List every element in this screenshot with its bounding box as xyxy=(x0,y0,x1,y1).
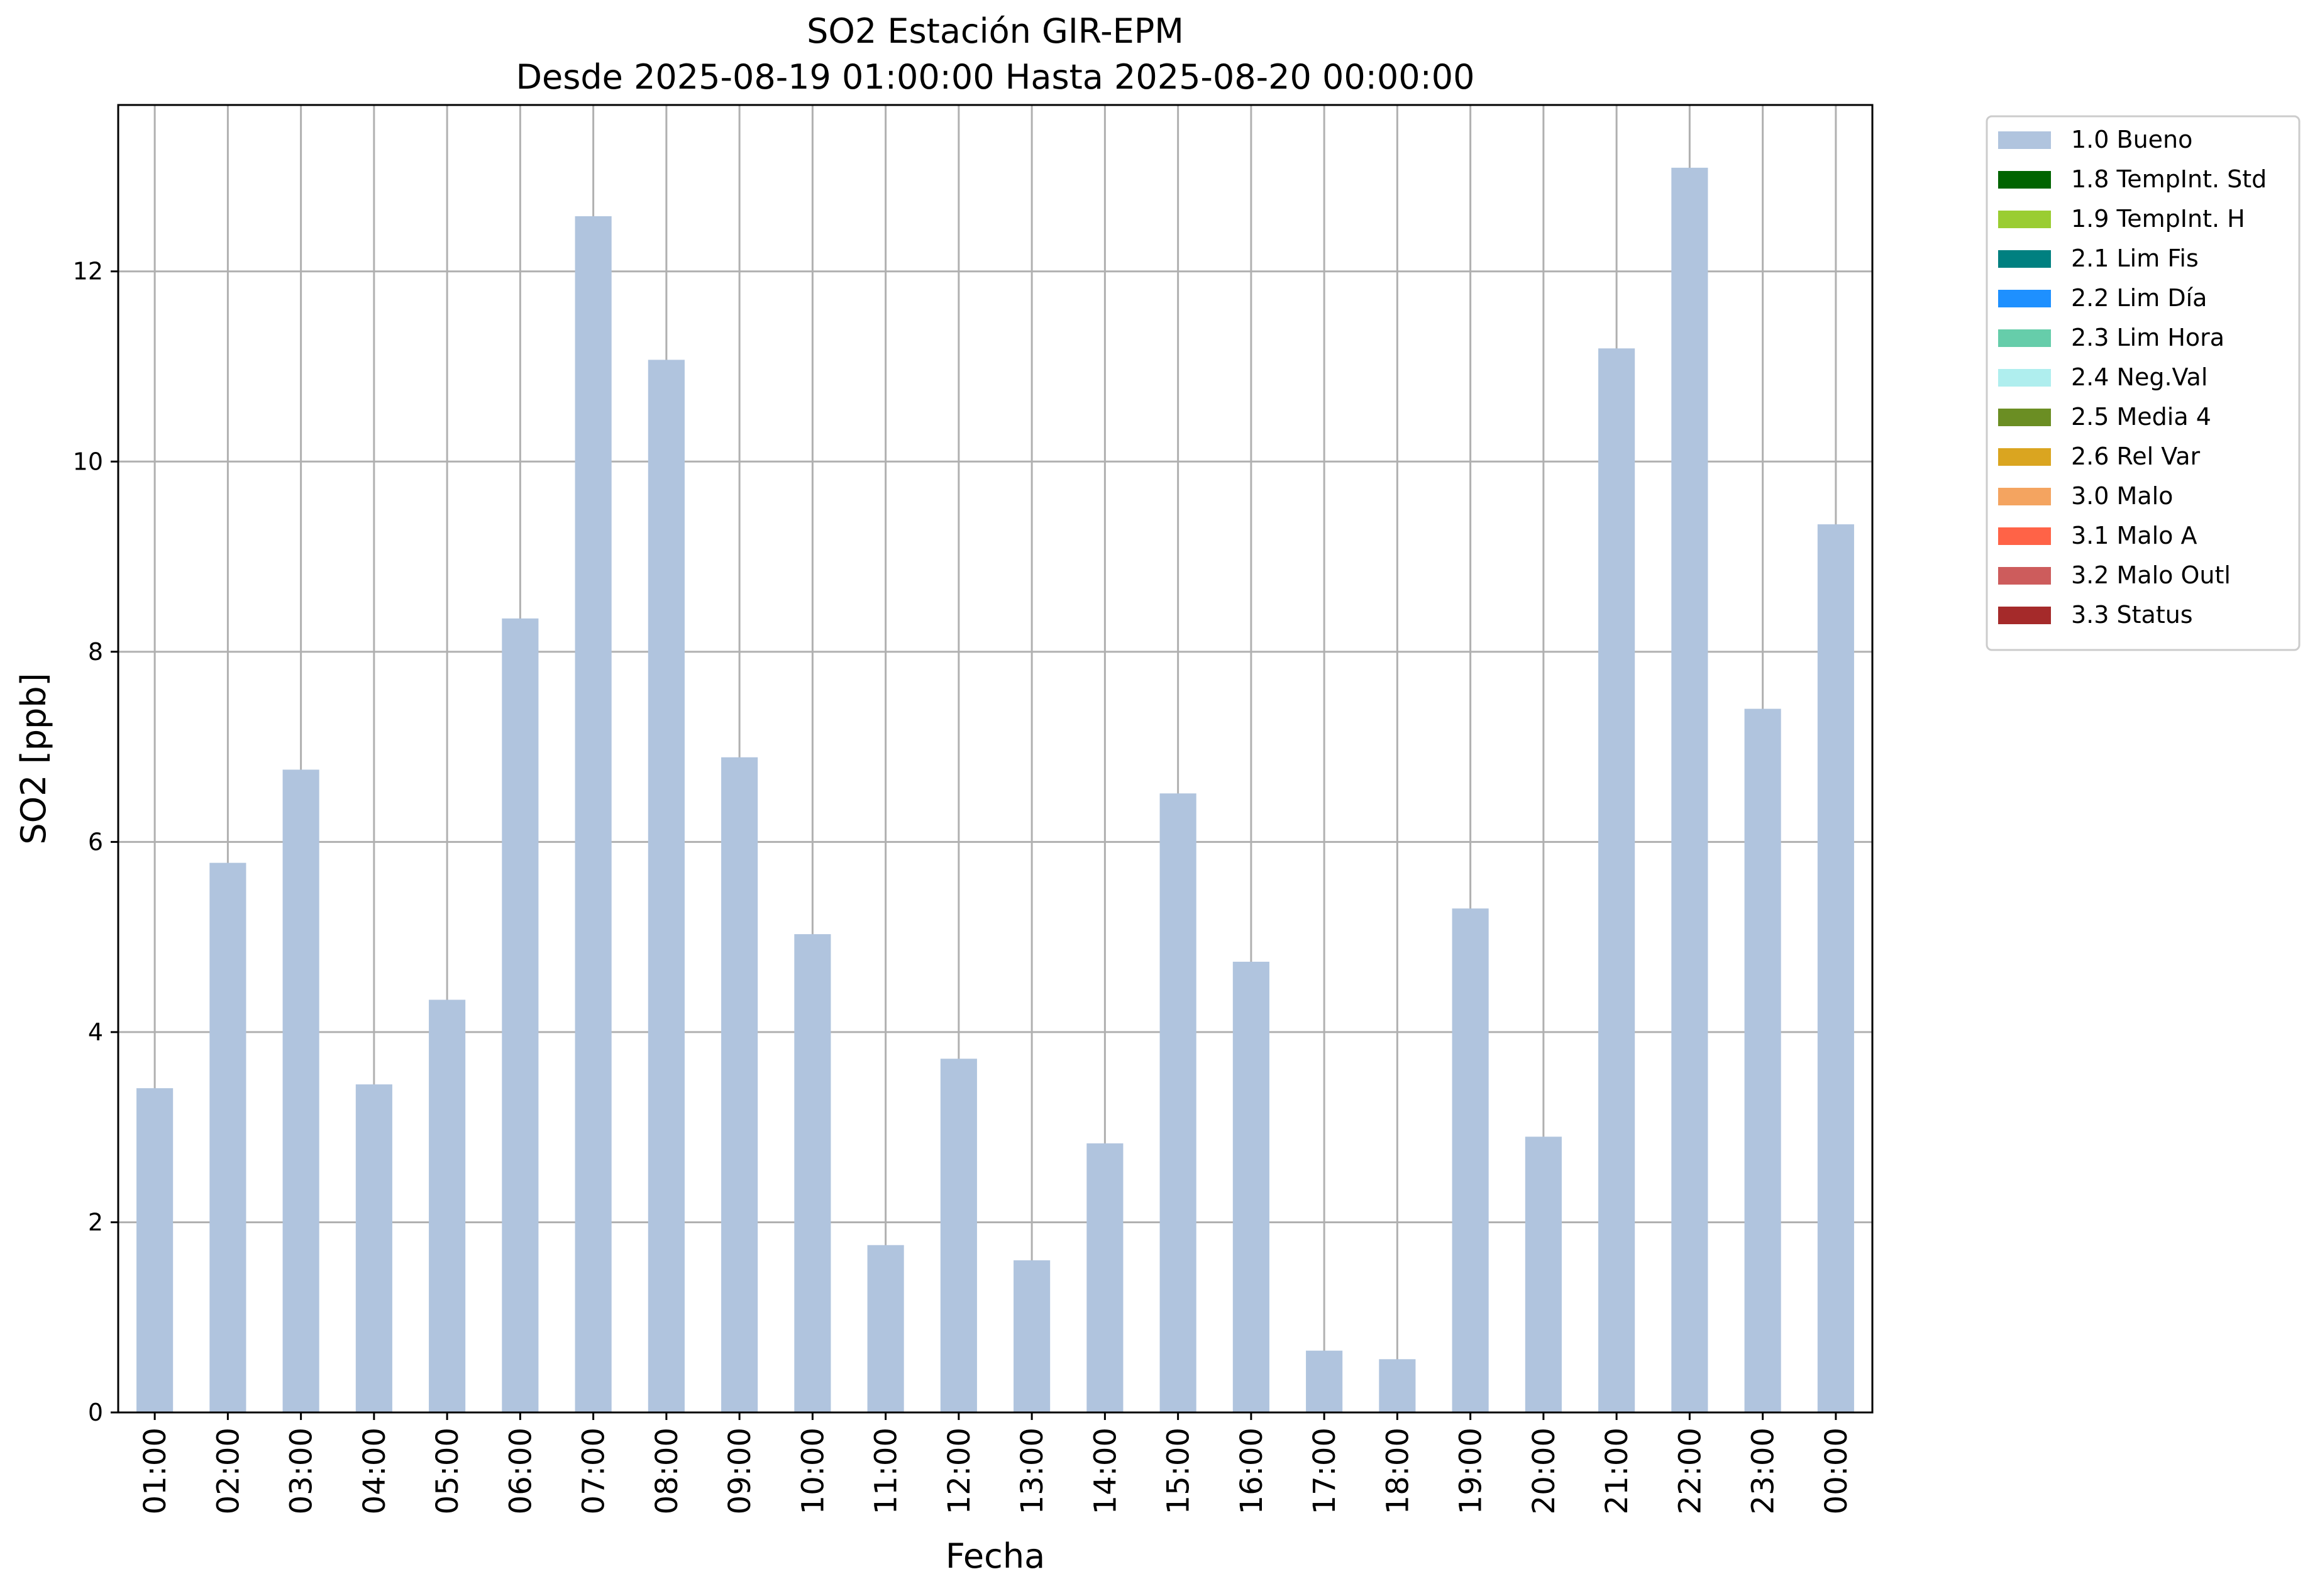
x-tick-label: 05:00 xyxy=(430,1428,465,1514)
legend-label: 2.4 Neg.Val xyxy=(2071,363,2207,391)
legend-label: 3.0 Malo xyxy=(2071,482,2173,510)
legend-swatch xyxy=(1998,211,2051,228)
legend-label: 2.5 Media 4 xyxy=(2071,403,2211,431)
bar xyxy=(282,769,319,1412)
bar xyxy=(1452,908,1489,1412)
bar xyxy=(1671,167,1708,1413)
bar xyxy=(1379,1359,1416,1412)
bar xyxy=(1598,348,1635,1412)
x-tick-label: 01:00 xyxy=(138,1428,173,1514)
legend-swatch xyxy=(1998,567,2051,585)
legend-label: 1.0 Bueno xyxy=(2071,126,2192,153)
bar xyxy=(1525,1136,1562,1412)
x-axis-label: Fecha xyxy=(946,1536,1045,1576)
legend-label: 3.3 Status xyxy=(2071,601,2193,629)
legend: 1.0 Bueno 1.8 TempInt. Std 1.9 TempInt. H 2… xyxy=(1986,115,2301,651)
x-tick-label: 10:00 xyxy=(795,1428,831,1514)
axis-ticks: 0 2 4 6 8 10 12 01:00 02:00 03:00 04:00 05:00 06:00 0… xyxy=(73,258,1854,1515)
x-tick-label: 11:00 xyxy=(869,1428,904,1514)
y-axis-label: SO2 [ppb] xyxy=(14,673,53,844)
legend-label: 1.9 TempInt. H xyxy=(2071,205,2245,233)
x-tick-label: 20:00 xyxy=(1527,1428,1562,1514)
x-tick-label: 16:00 xyxy=(1234,1428,1269,1514)
legend-swatch xyxy=(1998,290,2051,307)
y-tick-label: 10 xyxy=(73,448,103,475)
legend-label: 3.1 Malo A xyxy=(2071,522,2197,549)
x-tick-label: 08:00 xyxy=(649,1428,685,1514)
bar xyxy=(1817,524,1854,1412)
bar xyxy=(940,1059,977,1412)
y-tick-label: 12 xyxy=(73,258,103,285)
chart-title: SO2 Estación GIR-EPM xyxy=(807,11,1184,51)
chart-subtitle: Desde 2025-08-19 01:00:00 Hasta 2025-08-… xyxy=(516,57,1474,97)
bar xyxy=(355,1084,392,1412)
legend-swatch xyxy=(1998,607,2051,624)
x-tick-label: 17:00 xyxy=(1307,1428,1342,1514)
bar xyxy=(1086,1143,1124,1412)
bar xyxy=(1306,1350,1343,1412)
bar xyxy=(502,618,539,1412)
x-tick-label: 09:00 xyxy=(722,1428,758,1514)
legend-swatch xyxy=(1998,448,2051,466)
bar xyxy=(648,360,685,1412)
legend-swatch xyxy=(1998,488,2051,505)
bar xyxy=(794,934,831,1412)
y-tick-label: 4 xyxy=(88,1018,103,1046)
x-tick-label: 19:00 xyxy=(1454,1428,1489,1514)
legend-label: 3.2 Malo Outl xyxy=(2071,561,2231,589)
x-tick-label: 15:00 xyxy=(1161,1428,1196,1514)
bar xyxy=(136,1088,174,1412)
bar xyxy=(575,216,612,1412)
bar xyxy=(1232,961,1269,1412)
y-tick-label: 8 xyxy=(88,638,103,666)
x-tick-label: 12:00 xyxy=(942,1428,977,1514)
x-tick-label: 00:00 xyxy=(1819,1428,1854,1514)
x-tick-label: 06:00 xyxy=(503,1428,538,1514)
legend-label: 2.2 Lim Día xyxy=(2071,284,2207,312)
x-tick-label: 23:00 xyxy=(1746,1428,1781,1514)
bar xyxy=(1159,793,1196,1412)
y-tick-label: 0 xyxy=(88,1399,103,1426)
legend-box xyxy=(1986,115,2301,651)
legend-swatch xyxy=(1998,250,2051,268)
y-tick-label: 6 xyxy=(88,828,103,856)
bar xyxy=(209,862,246,1412)
bar xyxy=(1744,708,1781,1412)
x-tick-label: 18:00 xyxy=(1380,1428,1415,1514)
x-tick-label: 21:00 xyxy=(1600,1428,1635,1514)
legend-label: 2.1 Lim Fis xyxy=(2071,245,2199,272)
legend-label: 1.8 TempInt. Std xyxy=(2071,165,2267,193)
legend-swatch xyxy=(1998,527,2051,545)
legend-label: 2.6 Rel Var xyxy=(2071,443,2201,470)
bar xyxy=(867,1245,904,1412)
x-tick-label: 07:00 xyxy=(577,1428,612,1514)
legend-swatch xyxy=(1998,369,2051,387)
bar xyxy=(429,999,466,1412)
bars-group xyxy=(136,167,1854,1413)
bar xyxy=(721,757,758,1412)
legend-swatch xyxy=(1998,409,2051,426)
x-tick-label: 04:00 xyxy=(357,1428,392,1514)
legend-swatch xyxy=(1998,329,2051,347)
x-tick-label: 22:00 xyxy=(1672,1428,1708,1514)
x-tick-label: 02:00 xyxy=(211,1428,246,1514)
legend-swatch xyxy=(1998,131,2051,149)
bar xyxy=(1014,1260,1051,1412)
x-tick-label: 03:00 xyxy=(284,1428,319,1514)
legend-swatch xyxy=(1998,171,2051,189)
x-tick-label: 13:00 xyxy=(1015,1428,1050,1514)
plot-frame xyxy=(117,104,1874,1414)
x-tick-label: 14:00 xyxy=(1088,1428,1123,1514)
legend-label: 2.3 Lim Hora xyxy=(2071,324,2224,351)
y-tick-label: 2 xyxy=(88,1208,103,1236)
